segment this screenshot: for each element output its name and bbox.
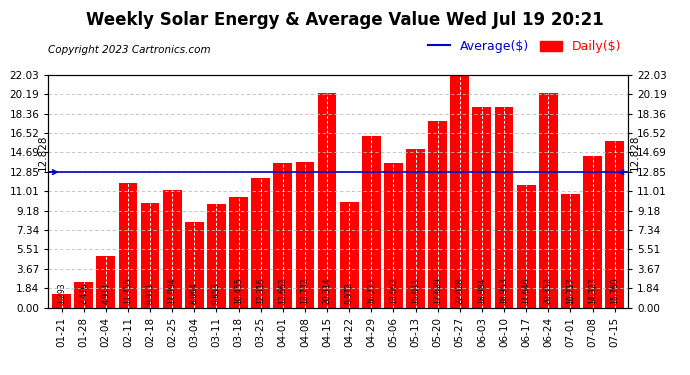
Text: 12.828: 12.828 [629, 134, 640, 171]
Bar [317, 93, 337, 308]
Bar [295, 162, 315, 308]
Bar [406, 149, 425, 308]
Bar [52, 294, 71, 307]
Text: 9.911: 9.911 [146, 283, 155, 304]
Text: 9.972: 9.972 [345, 283, 354, 304]
Text: 11.094: 11.094 [168, 278, 177, 304]
Bar [273, 164, 292, 308]
Bar [605, 141, 624, 308]
Text: 8.064: 8.064 [190, 283, 199, 304]
Text: 11.755: 11.755 [124, 278, 132, 304]
Text: 13.662: 13.662 [389, 278, 398, 304]
Bar [495, 108, 513, 307]
Bar [539, 93, 558, 308]
Text: 17.629: 17.629 [433, 278, 442, 304]
Bar [163, 190, 181, 308]
Bar [451, 75, 469, 307]
Text: 16.277: 16.277 [367, 278, 376, 304]
Bar [517, 184, 535, 308]
Text: 10.455: 10.455 [234, 278, 243, 304]
Text: 12.828: 12.828 [38, 134, 48, 171]
Bar [339, 202, 359, 308]
Text: 15.011: 15.011 [411, 278, 420, 304]
Bar [251, 177, 270, 308]
Bar [141, 203, 159, 308]
Text: 18.984: 18.984 [477, 278, 486, 304]
Bar [75, 282, 93, 308]
Text: 9.853: 9.853 [212, 283, 221, 304]
Text: 15.760: 15.760 [610, 278, 619, 304]
Bar [561, 194, 580, 308]
Bar [229, 197, 248, 308]
Legend: Average($), Daily($): Average($), Daily($) [428, 40, 622, 53]
Bar [185, 222, 204, 308]
Text: 20.352: 20.352 [544, 278, 553, 304]
Bar [428, 122, 447, 308]
Text: Copyright 2023 Cartronics.com: Copyright 2023 Cartronics.com [48, 45, 211, 55]
Text: 2.416: 2.416 [79, 283, 88, 304]
Text: 13.772: 13.772 [300, 278, 309, 304]
Bar [97, 256, 115, 308]
Text: 18.953: 18.953 [500, 278, 509, 304]
Text: 10.717: 10.717 [566, 278, 575, 304]
Text: 4.911: 4.911 [101, 283, 110, 304]
Bar [583, 156, 602, 308]
Text: 11.646: 11.646 [522, 278, 531, 304]
Bar [119, 183, 137, 308]
Bar [362, 136, 381, 308]
Bar [207, 204, 226, 308]
Text: Weekly Solar Energy & Average Value Wed Jul 19 20:21: Weekly Solar Energy & Average Value Wed … [86, 11, 604, 29]
Text: 1.293: 1.293 [57, 283, 66, 304]
Text: 22.028: 22.028 [455, 278, 464, 304]
Bar [473, 107, 491, 308]
Text: 14.327: 14.327 [588, 278, 597, 304]
Bar [384, 164, 403, 308]
Text: 12.316: 12.316 [256, 278, 265, 304]
Text: 13.662: 13.662 [278, 278, 287, 304]
Text: 20.314: 20.314 [322, 278, 331, 304]
